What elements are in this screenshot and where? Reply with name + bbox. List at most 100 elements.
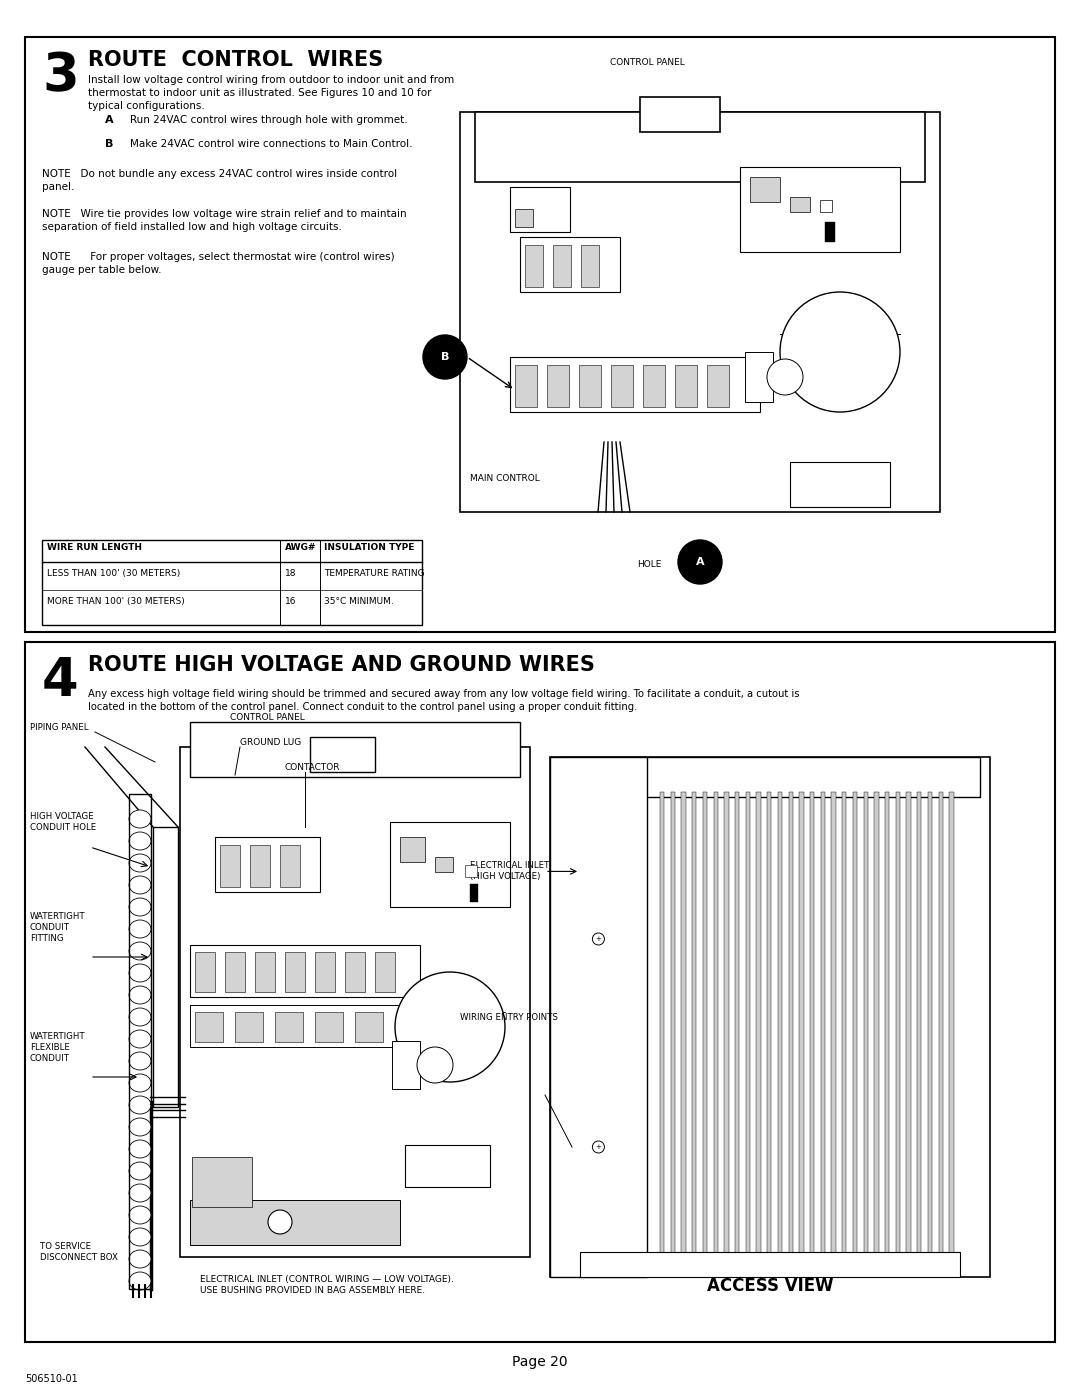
Ellipse shape — [129, 942, 151, 960]
Bar — [885, 792, 889, 1261]
Bar — [405, 1146, 490, 1187]
Bar — [895, 792, 900, 1261]
Text: Run 24VAC control wires through hole with grommet.: Run 24VAC control wires through hole wit… — [130, 115, 407, 124]
Bar — [195, 951, 215, 992]
Ellipse shape — [129, 810, 151, 828]
Ellipse shape — [129, 1185, 151, 1201]
Text: WATERTIGHT
CONDUIT
FITTING: WATERTIGHT CONDUIT FITTING — [30, 912, 85, 943]
Text: GROUND LUG: GROUND LUG — [240, 738, 301, 747]
Ellipse shape — [129, 854, 151, 872]
Bar — [180, 747, 530, 1257]
Bar — [315, 1011, 343, 1042]
Bar — [375, 951, 395, 992]
Bar — [235, 1011, 264, 1042]
Bar — [515, 210, 534, 226]
Bar — [255, 951, 275, 992]
Ellipse shape — [129, 898, 151, 916]
Bar — [310, 738, 375, 773]
Bar — [561, 757, 980, 798]
Text: Page 20: Page 20 — [512, 1355, 568, 1369]
Bar — [821, 792, 825, 1261]
Bar — [789, 462, 890, 507]
Circle shape — [593, 933, 605, 944]
Text: A: A — [105, 115, 113, 124]
Bar — [799, 792, 804, 1261]
Bar — [400, 837, 426, 862]
Text: 4: 4 — [42, 655, 79, 707]
Circle shape — [767, 359, 804, 395]
Bar — [906, 792, 910, 1261]
Circle shape — [417, 1046, 453, 1083]
Bar — [190, 1004, 420, 1046]
Ellipse shape — [129, 833, 151, 849]
Text: MORE THAN 100' (30 METERS): MORE THAN 100' (30 METERS) — [48, 597, 185, 606]
Bar — [692, 792, 697, 1261]
Text: INSULATION TYPE: INSULATION TYPE — [324, 543, 415, 552]
Bar — [643, 365, 665, 407]
Bar — [640, 96, 720, 131]
Bar — [249, 845, 270, 887]
Bar — [525, 244, 543, 286]
Bar — [460, 112, 940, 511]
Bar — [735, 792, 740, 1261]
Text: +: + — [595, 1144, 602, 1150]
Bar — [519, 237, 620, 292]
Bar — [190, 1200, 400, 1245]
Bar — [275, 1011, 303, 1042]
Bar — [25, 643, 1055, 1343]
Text: Install low voltage control wiring from outdoor to indoor unit and from
thermost: Install low voltage control wiring from … — [87, 75, 455, 112]
Ellipse shape — [129, 1273, 151, 1289]
Circle shape — [268, 1210, 292, 1234]
Text: NOTE   Do not bundle any excess 24VAC control wires inside control
panel.: NOTE Do not bundle any excess 24VAC cont… — [42, 169, 397, 193]
Bar — [129, 793, 151, 1289]
Bar — [475, 112, 924, 182]
Text: Make 24VAC control wire connections to Main Control.: Make 24VAC control wire connections to M… — [130, 138, 413, 149]
Ellipse shape — [129, 1118, 151, 1136]
Ellipse shape — [129, 1009, 151, 1025]
Text: ROUTE  CONTROL  WIRES: ROUTE CONTROL WIRES — [87, 50, 383, 70]
Bar — [25, 36, 1055, 631]
Bar — [756, 792, 760, 1261]
Bar — [153, 827, 178, 1106]
Bar — [192, 1157, 252, 1207]
Ellipse shape — [129, 1250, 151, 1268]
Bar — [220, 845, 240, 887]
Bar — [767, 792, 771, 1261]
Bar — [875, 792, 878, 1261]
Circle shape — [780, 292, 900, 412]
Bar — [671, 792, 675, 1261]
Text: 3: 3 — [42, 50, 79, 102]
Bar — [832, 792, 836, 1261]
Bar — [190, 722, 519, 777]
Ellipse shape — [129, 986, 151, 1004]
Text: NOTE   Wire tie provides low voltage wire strain relief and to maintain
separati: NOTE Wire tie provides low voltage wire … — [42, 210, 407, 232]
Bar — [714, 792, 718, 1261]
Bar — [355, 1011, 383, 1042]
Ellipse shape — [129, 876, 151, 894]
Bar — [390, 821, 510, 907]
Text: WATERTIGHT
FLEXIBLE
CONDUIT: WATERTIGHT FLEXIBLE CONDUIT — [30, 1032, 85, 1063]
Text: LESS THAN 100' (30 METERS): LESS THAN 100' (30 METERS) — [48, 569, 180, 578]
Bar — [939, 792, 943, 1261]
Bar — [215, 837, 320, 893]
Bar — [789, 197, 810, 212]
Bar — [515, 365, 537, 407]
Bar — [810, 792, 814, 1261]
Text: TO SERVICE
DISCONNECT BOX: TO SERVICE DISCONNECT BOX — [40, 1242, 118, 1261]
Bar — [392, 1041, 420, 1090]
Ellipse shape — [129, 921, 151, 937]
Bar — [546, 365, 569, 407]
Bar — [510, 358, 760, 412]
Text: AWG#: AWG# — [285, 543, 316, 552]
Bar — [825, 222, 835, 242]
Text: 16: 16 — [285, 597, 297, 606]
Text: PIPING PANEL: PIPING PANEL — [30, 724, 89, 732]
Bar — [681, 792, 686, 1261]
Ellipse shape — [129, 1206, 151, 1224]
Bar — [345, 951, 365, 992]
Ellipse shape — [129, 1140, 151, 1158]
Text: Any excess high voltage field wiring should be trimmed and secured away from any: Any excess high voltage field wiring sho… — [87, 689, 799, 712]
Text: TEMPERATURE RATING: TEMPERATURE RATING — [324, 569, 424, 578]
Ellipse shape — [129, 1228, 151, 1246]
Circle shape — [395, 972, 505, 1083]
